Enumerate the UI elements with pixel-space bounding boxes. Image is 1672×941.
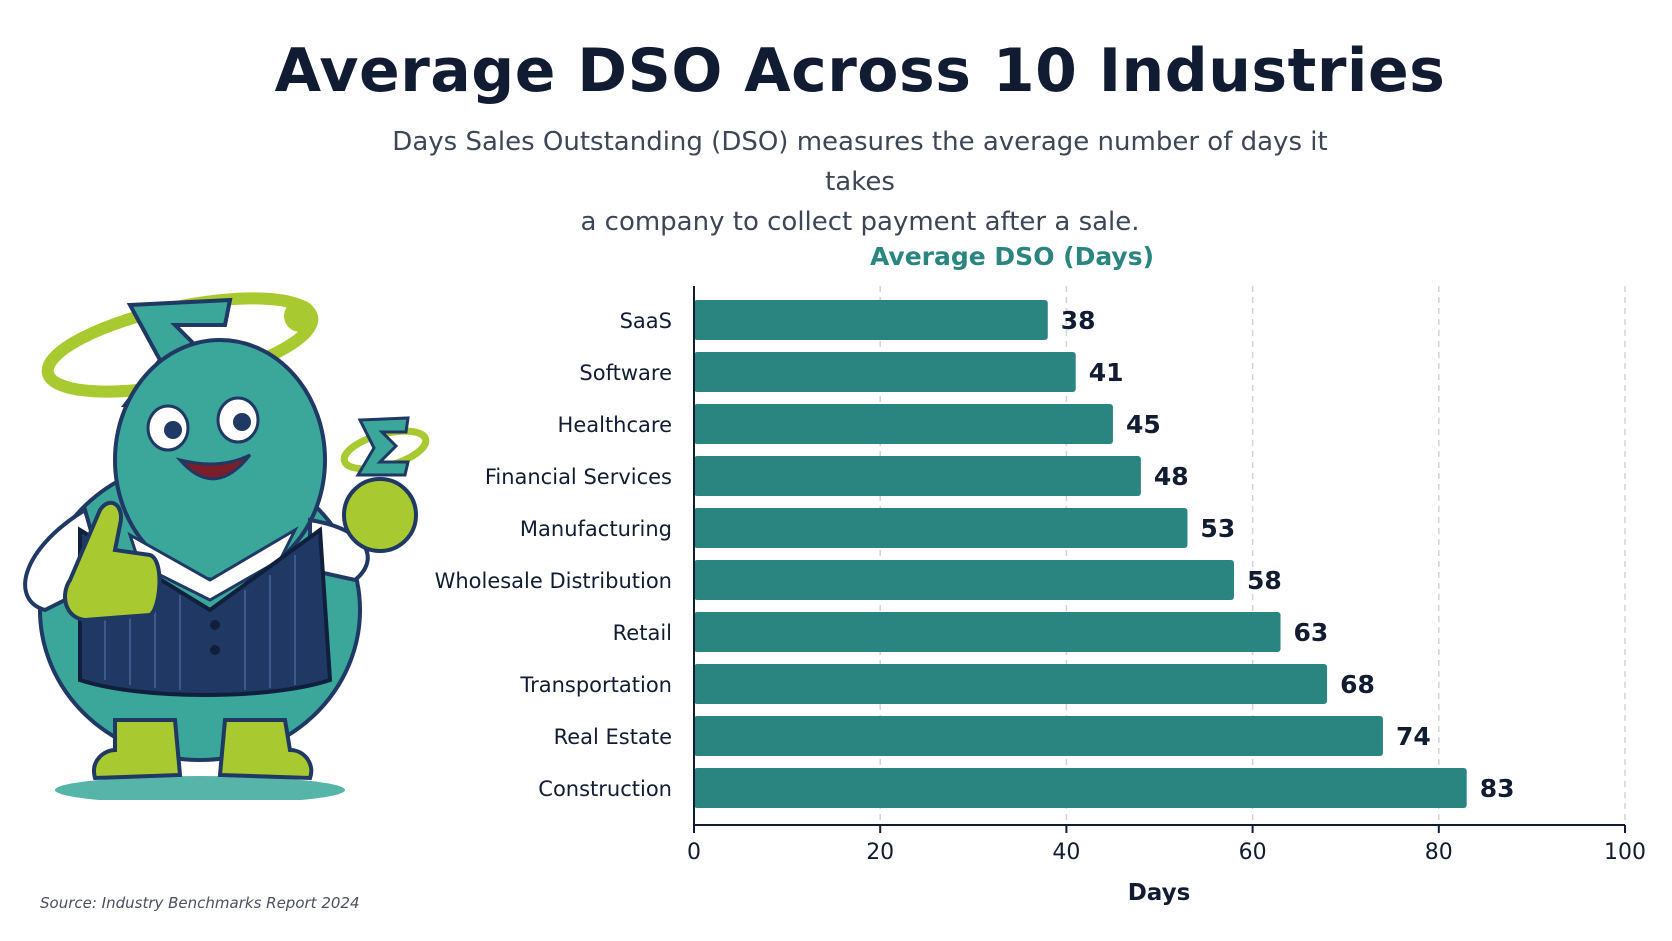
mascot-right-arm bbox=[308, 517, 370, 583]
category-label: Healthcare bbox=[558, 413, 672, 437]
bar bbox=[694, 456, 1141, 496]
page-subtitle: Days Sales Outstanding (DSO) measures th… bbox=[360, 122, 1360, 242]
category-label: Transportation bbox=[519, 673, 672, 697]
data-label: 74 bbox=[1396, 722, 1431, 751]
data-label: 63 bbox=[1294, 618, 1329, 647]
x-tick-label: 0 bbox=[687, 840, 701, 865]
category-label: Real Estate bbox=[554, 725, 672, 749]
bar bbox=[694, 404, 1113, 444]
bar bbox=[694, 716, 1383, 756]
bars bbox=[694, 300, 1467, 808]
bar bbox=[694, 508, 1188, 548]
mascot-pupil-right bbox=[233, 413, 251, 431]
bar bbox=[694, 612, 1281, 652]
x-tick-label: 80 bbox=[1425, 840, 1453, 865]
x-axis-label: Days bbox=[1128, 880, 1191, 906]
mascot-vest-button bbox=[210, 645, 220, 655]
category-label: Retail bbox=[613, 621, 672, 645]
category-label: Manufacturing bbox=[520, 517, 672, 541]
mascot-halo-dot-icon bbox=[284, 300, 316, 332]
data-label: 53 bbox=[1200, 514, 1235, 543]
bar bbox=[694, 300, 1048, 340]
category-labels: SaaS Software Healthcare Financial Services… bbox=[435, 309, 672, 801]
mascot-thumbs-up-icon bbox=[63, 500, 162, 623]
data-label: 41 bbox=[1089, 358, 1124, 387]
category-label: Financial Services bbox=[485, 465, 672, 489]
x-tick-label: 20 bbox=[866, 840, 894, 865]
data-label: 48 bbox=[1154, 462, 1189, 491]
subtitle-line-1: Days Sales Outstanding (DSO) measures th… bbox=[392, 127, 1328, 197]
data-label: 83 bbox=[1480, 774, 1515, 803]
mascot-right-hand bbox=[342, 477, 418, 553]
category-label: Software bbox=[579, 361, 672, 385]
mascot-illustration bbox=[23, 292, 430, 800]
x-axis-ticks: 0 20 40 60 80 100 bbox=[687, 825, 1646, 865]
mascot-left-boot bbox=[92, 718, 183, 781]
data-label: 68 bbox=[1340, 670, 1375, 699]
mascot-right-boot bbox=[217, 718, 314, 781]
x-tick-label: 100 bbox=[1604, 840, 1646, 865]
mascot-small-sigma-icon bbox=[355, 416, 410, 477]
mascot-vest-stripes bbox=[104, 550, 296, 690]
mascot-pupil-left bbox=[164, 421, 182, 439]
category-label: Construction bbox=[538, 777, 672, 801]
data-label: 38 bbox=[1061, 306, 1096, 335]
bar bbox=[694, 768, 1467, 808]
mascot-mouth bbox=[175, 453, 252, 481]
bar bbox=[694, 664, 1328, 704]
category-label: SaaS bbox=[620, 309, 672, 333]
x-tick-label: 60 bbox=[1239, 840, 1267, 865]
category-label: Wholesale Distribution bbox=[435, 569, 672, 593]
mascot-shadow bbox=[55, 776, 345, 800]
mascot-vest-button bbox=[210, 620, 220, 630]
bar bbox=[694, 352, 1076, 392]
data-label: 58 bbox=[1247, 566, 1282, 595]
page-title: Average DSO Across 10 Industries bbox=[274, 36, 1446, 106]
bar bbox=[694, 560, 1234, 600]
chart-title: Average DSO (Days) bbox=[870, 242, 1154, 271]
source-note: Source: Industry Benchmarks Report 2024 bbox=[40, 894, 360, 912]
x-tick-label: 40 bbox=[1052, 840, 1080, 865]
data-label: 45 bbox=[1126, 410, 1161, 439]
subtitle-line-2: a company to collect payment after a sal… bbox=[580, 207, 1140, 237]
